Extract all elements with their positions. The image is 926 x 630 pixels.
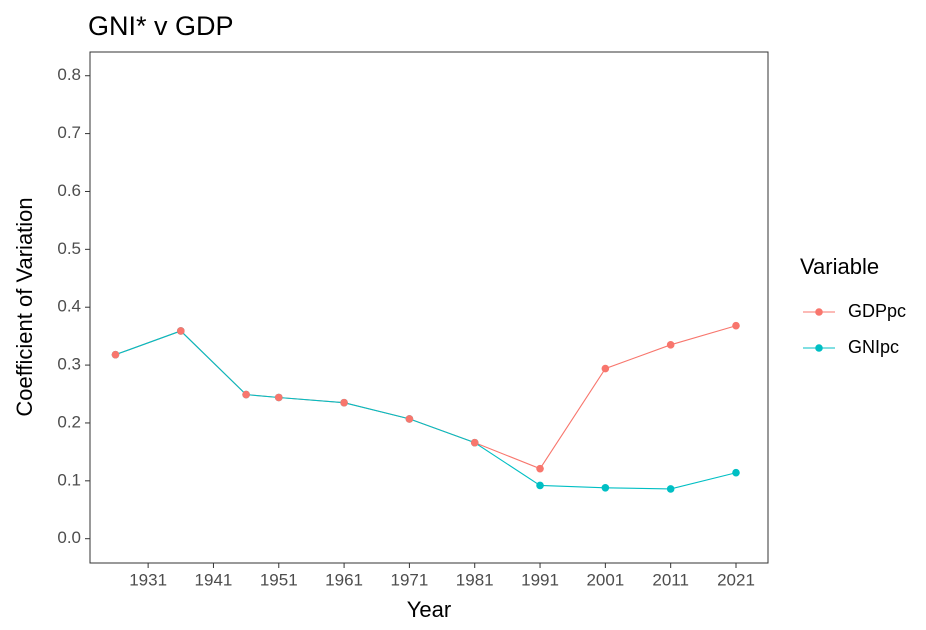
y-tick-label: 0.3 [57, 355, 81, 374]
data-point [470, 438, 479, 447]
data-point [601, 483, 610, 492]
data-point [601, 364, 610, 373]
data-point [666, 485, 675, 493]
legend-label: GDPpc [848, 301, 906, 321]
data-point [536, 464, 544, 473]
chart-title: GNI* v GDP [88, 11, 234, 41]
y-tick-label: 0.1 [57, 470, 81, 489]
y-tick-label: 0.4 [57, 297, 81, 316]
x-tick-label: 1971 [390, 570, 428, 589]
data-point [242, 390, 250, 399]
legend-label: GNIpc [848, 337, 899, 357]
data-point [176, 327, 185, 335]
x-tick-label: 1961 [325, 570, 363, 589]
legend-marker [815, 344, 823, 352]
x-tick-label: 1941 [195, 570, 233, 589]
data-point [111, 350, 120, 359]
y-tick-label: 0.5 [57, 239, 81, 258]
x-tick-label: 2011 [652, 570, 689, 589]
x-tick-label: 1951 [260, 570, 298, 589]
x-tick-label: 2001 [586, 570, 624, 589]
y-tick-label: 0.2 [57, 412, 81, 431]
x-tick-label: 2021 [717, 570, 755, 589]
y-axis-title: Coefficient of Variation [12, 197, 37, 416]
x-tick-label: 1931 [129, 570, 167, 589]
legend-title: Variable [800, 254, 879, 279]
data-point [732, 468, 740, 477]
y-tick-label: 0.8 [57, 65, 81, 84]
y-tick-label: 0.7 [57, 123, 81, 142]
plot-panel [89, 51, 769, 564]
y-tick-label: 0.6 [57, 181, 81, 200]
data-point [732, 321, 740, 330]
x-axis-title: Year [407, 597, 451, 622]
x-tick-label: 1991 [521, 570, 559, 589]
data-point [536, 481, 544, 490]
data-point [405, 415, 414, 423]
data-point [340, 398, 348, 407]
legend-marker [815, 308, 823, 316]
series-line [115, 325, 737, 470]
x-tick-label: 1981 [456, 570, 494, 589]
data-point [274, 393, 283, 402]
y-tick-label: 0.0 [57, 528, 81, 547]
data-point [666, 341, 675, 349]
